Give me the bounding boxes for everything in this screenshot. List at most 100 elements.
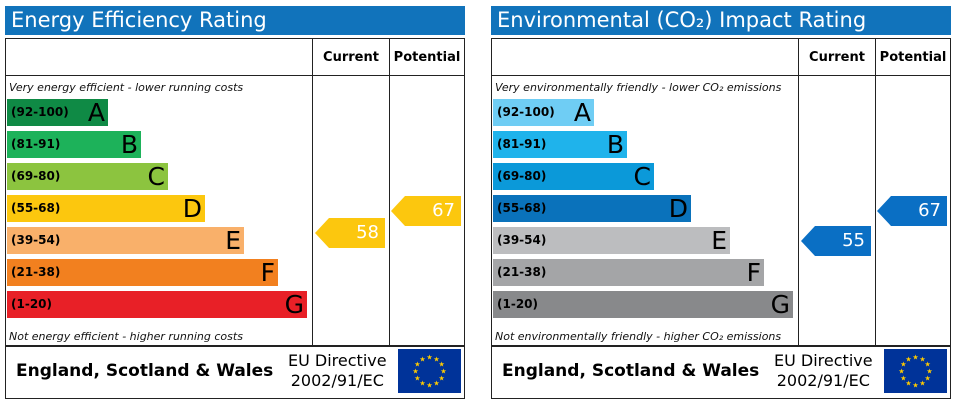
band-letter: E	[225, 226, 241, 255]
eu-star: ★	[912, 382, 918, 390]
band-range-label: (55-68)	[11, 201, 61, 215]
current-rating-arrow: 55	[801, 226, 871, 256]
band-range-label: (81-91)	[497, 137, 547, 151]
energy-efficiency-panel: Energy Efficiency Rating Current Potenti…	[5, 6, 471, 399]
region-label: England, Scotland & Wales	[502, 361, 760, 381]
column-divider	[389, 39, 390, 345]
top-note: Very energy efficient - lower running co…	[9, 81, 244, 94]
band-letter: G	[284, 290, 304, 319]
band-letter: B	[606, 130, 624, 159]
band-range-label: (55-68)	[497, 201, 547, 215]
directive-line-1: EU Directive	[288, 351, 387, 370]
directive-line-1: EU Directive	[774, 351, 873, 370]
eu-star: ★	[898, 368, 904, 376]
directive-line-2: 2002/91/EC	[290, 371, 384, 390]
band-letter: A	[573, 98, 591, 127]
current-rating-value: 58	[356, 222, 379, 243]
eu-star: ★	[926, 368, 932, 376]
eu-star: ★	[919, 355, 925, 363]
eu-star: ★	[438, 361, 444, 369]
column-divider	[798, 39, 799, 345]
band-range-label: (69-80)	[11, 169, 61, 183]
band-range-label: (21-38)	[11, 265, 61, 279]
rating-band-f: (21-38) F	[493, 258, 764, 287]
band-letter: C	[147, 162, 165, 191]
rating-band-b: (81-91) B	[7, 130, 141, 159]
rating-band-a: (92-100) A	[493, 98, 594, 127]
eu-star: ★	[924, 361, 930, 369]
band-range-label: (92-100)	[497, 105, 555, 119]
rating-band-c: (69-80) C	[493, 162, 654, 191]
potential-column-header: Potential	[879, 50, 947, 65]
eu-flag-icon: ★ ★ ★ ★ ★ ★ ★ ★ ★ ★ ★ ★	[398, 349, 461, 393]
potential-rating-arrow: 67	[877, 196, 947, 226]
eu-star: ★	[924, 375, 930, 383]
current-column-header: Current	[809, 50, 865, 65]
bottom-note: Not environmentally friendly - higher CO…	[495, 330, 782, 343]
band-range-label: (21-38)	[497, 265, 547, 279]
potential-column-header: Potential	[393, 50, 461, 65]
band-range-label: (81-91)	[11, 137, 61, 151]
rating-band-g: (1-20) G	[7, 290, 307, 319]
eu-stars: ★ ★★★★★★★★★★★	[898, 354, 932, 390]
column-divider	[875, 39, 876, 345]
band-letter: D	[668, 194, 688, 223]
band-letter: B	[120, 130, 138, 159]
eu-star: ★	[419, 355, 425, 363]
band-letter: F	[746, 258, 761, 287]
potential-rating-value: 67	[918, 200, 941, 221]
band-range-label: (1-20)	[497, 297, 538, 311]
eu-star: ★	[414, 361, 420, 369]
current-column-header: Current	[323, 50, 379, 65]
rating-band-d: (55-68) D	[493, 194, 691, 223]
eu-star: ★	[912, 354, 918, 362]
band-letter: G	[770, 290, 790, 319]
column-divider	[312, 39, 313, 345]
eu-directive: EU Directive 2002/91/EC	[774, 351, 873, 391]
rating-band-e: (39-54) E	[7, 226, 244, 255]
rating-band-a: (92-100) A	[7, 98, 108, 127]
eu-star: ★	[433, 380, 439, 388]
bottom-note: Not energy efficient - higher running co…	[9, 330, 243, 343]
directive-line-2: 2002/91/EC	[776, 371, 870, 390]
eu-star: ★	[433, 355, 439, 363]
rating-band-f: (21-38) F	[7, 258, 278, 287]
arrow-shape	[801, 226, 871, 256]
rating-band-e: (39-54) E	[493, 226, 730, 255]
header-divider	[492, 75, 950, 76]
current-rating-arrow: 58	[315, 218, 385, 248]
eu-star: ★	[426, 382, 432, 390]
eu-star: ★	[905, 355, 911, 363]
band-letter: A	[87, 98, 105, 127]
eu-star: ★	[419, 380, 425, 388]
eu-flag-icon: ★ ★ ★ ★ ★ ★ ★ ★ ★ ★ ★ ★	[884, 349, 947, 393]
rating-band-d: (55-68) D	[7, 194, 205, 223]
potential-rating-arrow: 67	[391, 196, 461, 226]
eu-directive: EU Directive 2002/91/EC	[288, 351, 387, 391]
arrow-shape	[315, 218, 385, 248]
top-note: Very environmentally friendly - lower CO…	[495, 81, 782, 94]
band-range-label: (39-54)	[11, 233, 61, 247]
band-letter: F	[260, 258, 275, 287]
band-letter: D	[182, 194, 202, 223]
footer-divider	[6, 345, 464, 347]
potential-rating-value: 67	[432, 200, 455, 221]
eu-star: ★	[412, 368, 418, 376]
eu-star: ★	[919, 380, 925, 388]
band-range-label: (1-20)	[11, 297, 52, 311]
rating-band-g: (1-20) G	[493, 290, 793, 319]
eu-star: ★	[440, 368, 446, 376]
footer-divider	[492, 345, 950, 347]
rating-table: Current Potential Very energy efficient …	[5, 38, 465, 399]
current-rating-value: 55	[842, 230, 865, 251]
eu-stars: ★ ★★★★★★★★★★★	[412, 354, 446, 390]
region-label: England, Scotland & Wales	[16, 361, 274, 381]
eu-star: ★	[900, 375, 906, 383]
band-range-label: (92-100)	[11, 105, 69, 119]
band-letter: E	[711, 226, 727, 255]
band-letter: C	[633, 162, 651, 191]
eu-star: ★	[438, 375, 444, 383]
panel-title: Energy Efficiency Rating	[5, 6, 465, 35]
band-range-label: (39-54)	[497, 233, 547, 247]
eu-star: ★	[414, 375, 420, 383]
